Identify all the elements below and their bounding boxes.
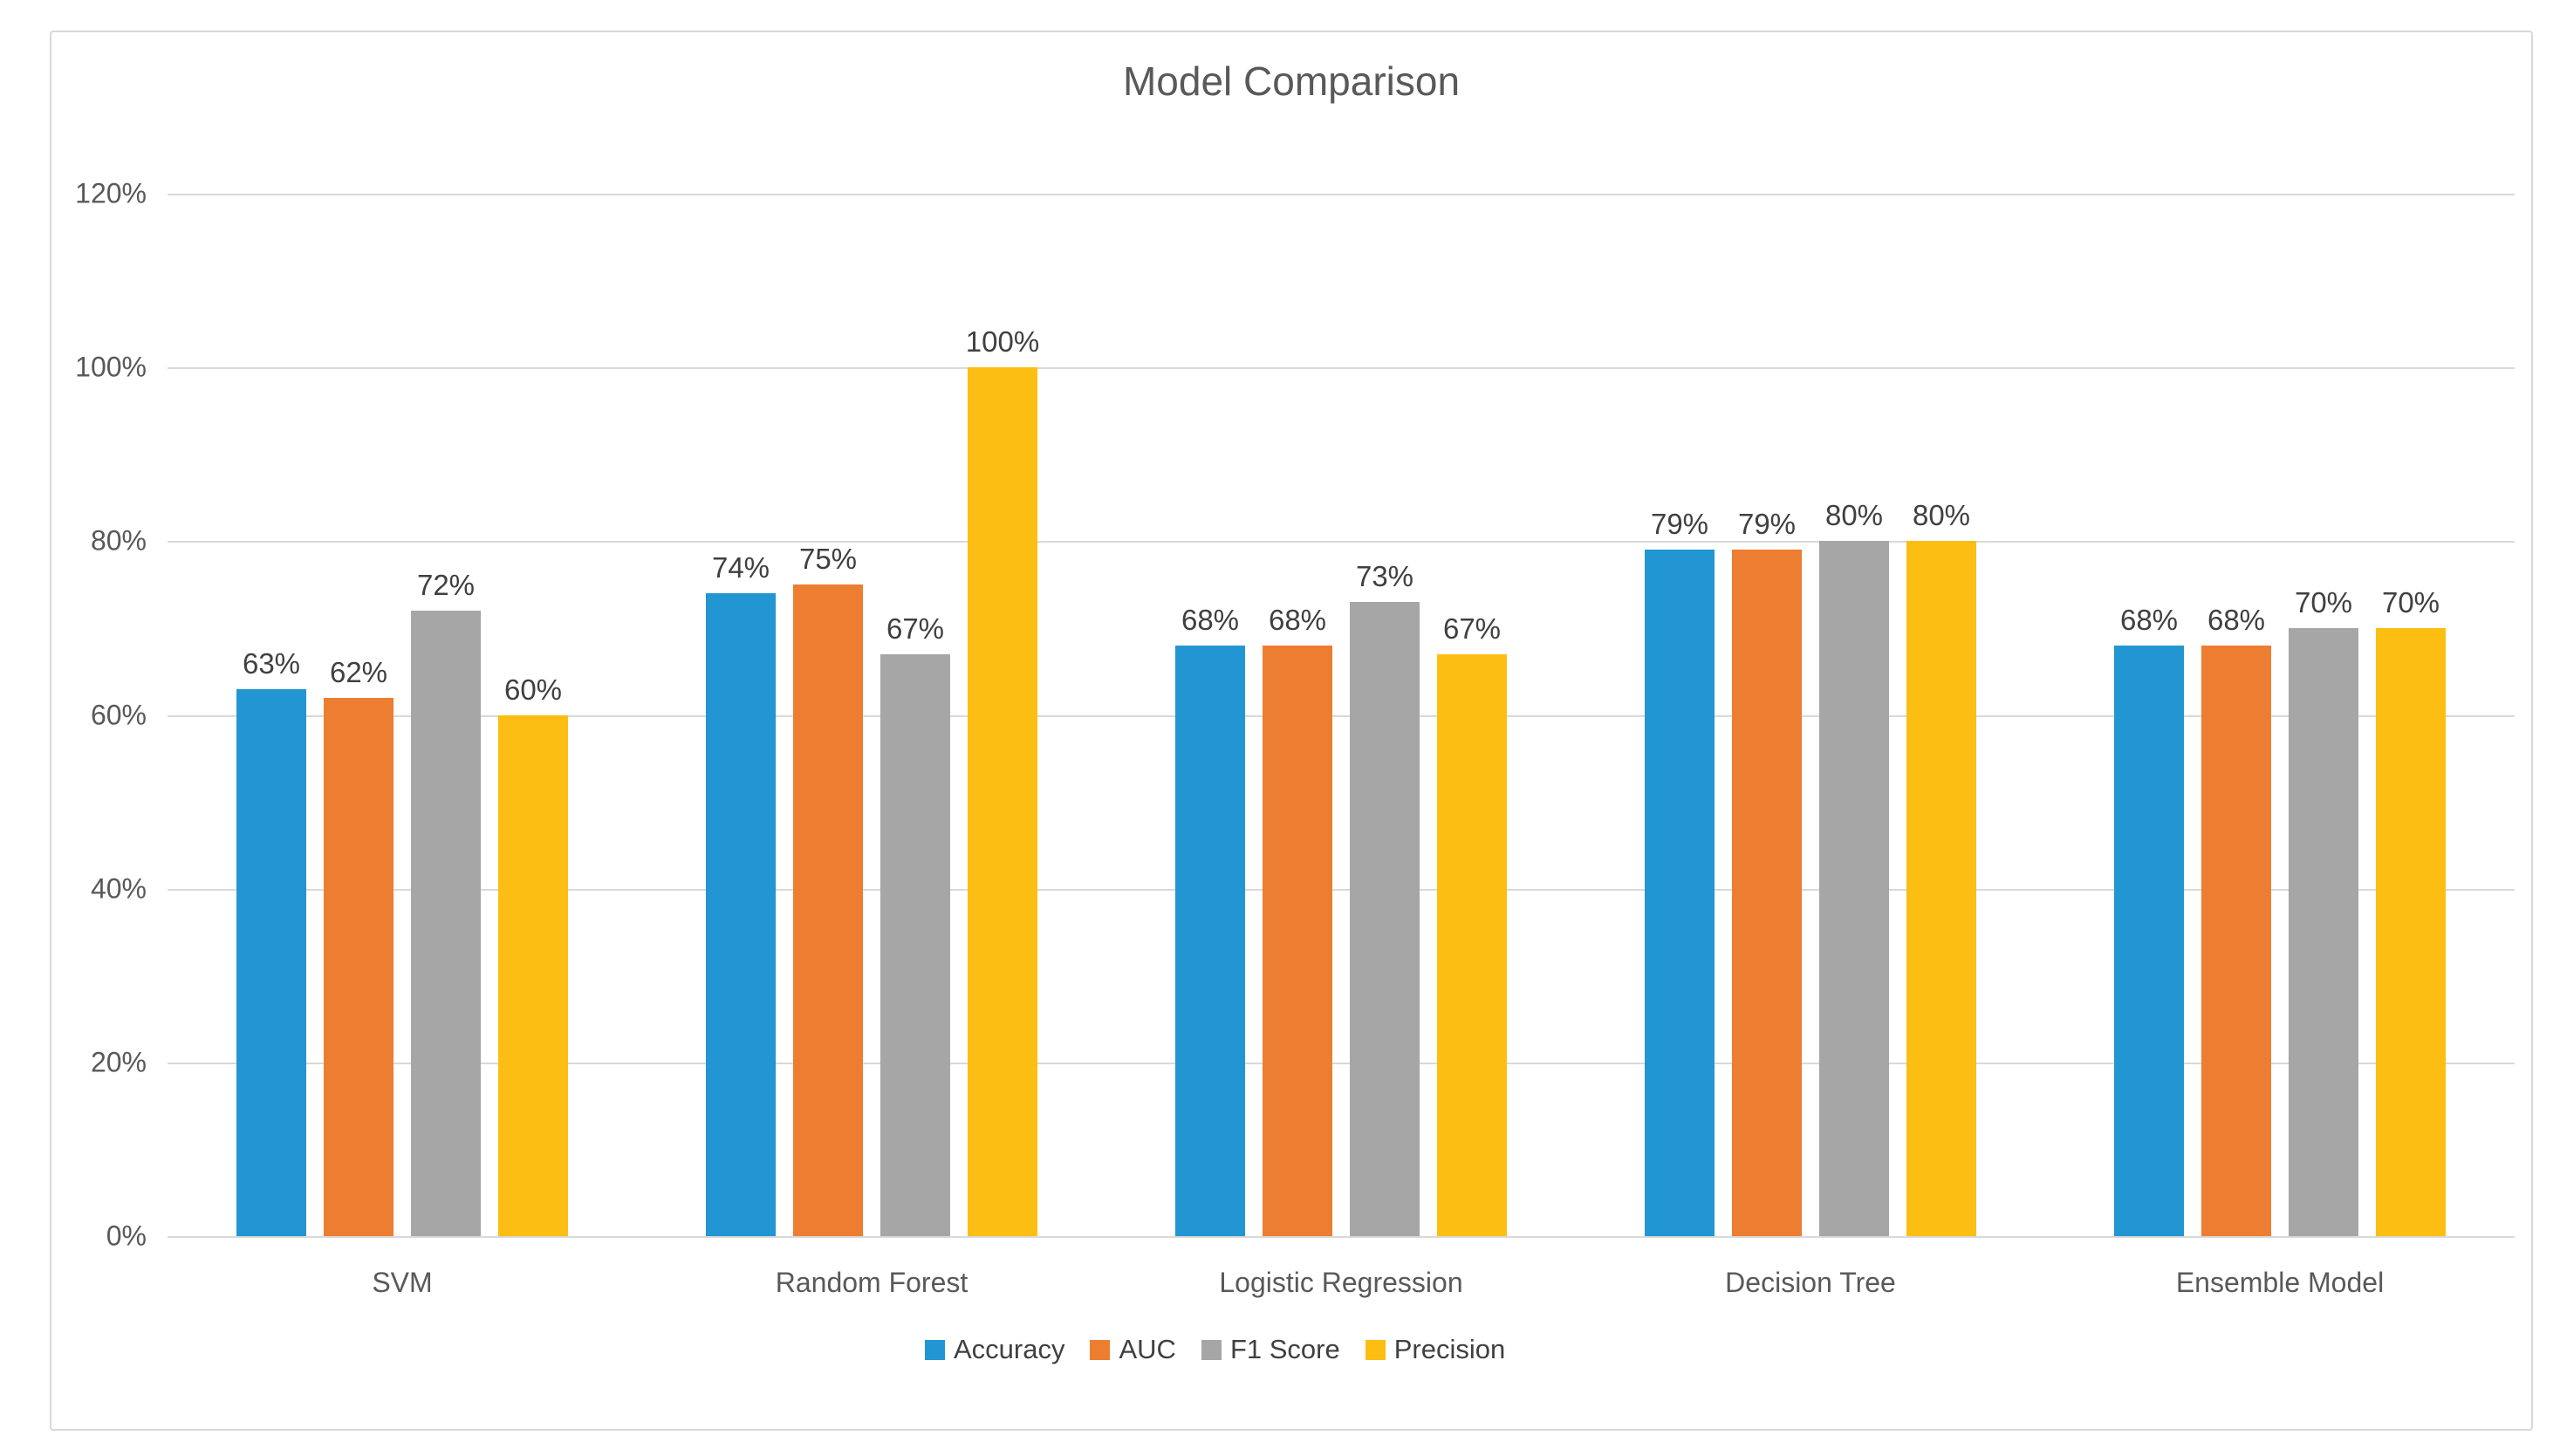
bar-groups: 63% 62% 72% 60% 74% 75% 67% 100% 68% 68% 73% 67% 79%… xyxy=(168,194,2515,1236)
bar-data-label: 68% xyxy=(1268,603,1327,636)
bar-data-label: 80% xyxy=(1912,499,1971,532)
legend-marker-icon xyxy=(1201,1339,1222,1360)
legend-label: AUC xyxy=(1119,1334,1176,1364)
bar-accuracy-ensemble-model: 68% xyxy=(2114,604,2184,1236)
y-axis-tick-label: 100% xyxy=(75,351,147,383)
bar-precision-svm: 60% xyxy=(498,673,568,1236)
bar-group-random-forest: 74% 75% 67% 100% xyxy=(637,194,1106,1236)
gridline xyxy=(168,714,2515,717)
legend-item-accuracy: Accuracy xyxy=(925,1334,1064,1365)
legend-label: Precision xyxy=(1393,1334,1506,1364)
bar-data-label: 79% xyxy=(1737,508,1797,541)
bar-data-label: 68% xyxy=(1181,603,1240,636)
legend-marker-icon xyxy=(1365,1339,1386,1360)
legend-label: Accuracy xyxy=(954,1334,1065,1364)
bar-group-ensemble-model: 68% 68% 70% 70% xyxy=(2045,194,2515,1236)
legend-marker-icon xyxy=(1090,1339,1111,1360)
bar-auc-svm: 62% xyxy=(324,656,394,1236)
x-axis-category-label: Logistic Regression xyxy=(1219,1267,1463,1298)
gridlines xyxy=(168,194,2515,1238)
bar-data-label: 79% xyxy=(1650,508,1709,541)
x-axis: SVM Random Forest Logistic Regression Decis… xyxy=(168,1267,2515,1299)
gridline xyxy=(168,367,2515,370)
bar-f1-score-svm: 72% xyxy=(411,569,481,1236)
bar-data-label: 80% xyxy=(1824,499,1884,532)
y-axis-tick-label: 120% xyxy=(75,177,147,209)
x-axis-category-label: Random Forest xyxy=(775,1267,968,1298)
gridline xyxy=(168,541,2515,543)
legend-item-auc: AUC xyxy=(1090,1334,1176,1365)
chart-container: Model Comparison 0% 20% 40% 60% 80% 100% 120% … xyxy=(50,31,2533,1431)
bar-auc-decision-tree: 79% xyxy=(1732,508,1802,1236)
chart-title: Model Comparison xyxy=(1122,58,1461,104)
x-axis-category-label: SVM xyxy=(372,1267,433,1298)
plot-area: 0% 20% 40% 60% 80% 100% 120% 63% 62% 72% 60% 74% 75… xyxy=(75,178,2515,1252)
bar-data-label: 60% xyxy=(503,673,563,706)
bar-data-label: 63% xyxy=(242,646,301,680)
y-axis-tick-label: 80% xyxy=(90,524,147,557)
bar-auc-random-forest: 75% xyxy=(793,543,863,1236)
bar-group-logistic-regression: 68% 68% 73% 67% xyxy=(1106,194,1576,1236)
bar-group-svm: 63% 62% 72% 60% xyxy=(168,194,637,1236)
bar-accuracy-logistic-regression: 68% xyxy=(1175,604,1245,1236)
legend-label: F1 Score xyxy=(1229,1334,1340,1364)
bar-f1-score-ensemble-model: 70% xyxy=(2289,586,2358,1236)
bar-data-label: 75% xyxy=(798,543,858,576)
legend-item-precision: Precision xyxy=(1365,1334,1506,1365)
bar-auc-logistic-regression: 68% xyxy=(1263,604,1332,1236)
bar-data-label: 62% xyxy=(329,655,388,688)
bar-data-label: 70% xyxy=(2294,585,2353,619)
bar-data-label: 70% xyxy=(2381,585,2440,619)
bar-accuracy-random-forest: 74% xyxy=(706,551,776,1236)
bar-precision-ensemble-model: 70% xyxy=(2376,586,2446,1236)
bar-f1-score-random-forest: 67% xyxy=(880,612,950,1236)
x-axis-category-label: Decision Tree xyxy=(1725,1267,1896,1298)
gridline xyxy=(168,888,2515,891)
bar-data-label: 67% xyxy=(1442,612,1502,645)
bar-auc-ensemble-model: 68% xyxy=(2201,604,2271,1236)
bar-data-label: 100% xyxy=(965,325,1040,359)
bar-precision-logistic-regression: 67% xyxy=(1437,612,1507,1236)
bar-f1-score-decision-tree: 80% xyxy=(1819,499,1889,1236)
y-axis-tick-label: 20% xyxy=(90,1046,147,1078)
bar-data-label: 72% xyxy=(416,569,476,601)
gridline xyxy=(168,194,2515,195)
bar-f1-score-logistic-regression: 73% xyxy=(1350,560,1420,1236)
y-axis-tick-label: 0% xyxy=(106,1220,147,1252)
x-axis-category-label: Ensemble Model xyxy=(2175,1267,2385,1298)
bar-precision-decision-tree: 80% xyxy=(1906,499,1976,1236)
y-axis-tick-label: 40% xyxy=(90,872,147,905)
bar-accuracy-svm: 63% xyxy=(236,647,306,1236)
legend-marker-icon xyxy=(925,1339,945,1360)
bar-data-label: 67% xyxy=(886,612,945,645)
bar-data-label: 73% xyxy=(1355,560,1414,593)
bar-data-label: 68% xyxy=(2207,603,2266,636)
y-axis-tick-label: 60% xyxy=(90,699,147,730)
gridline xyxy=(168,1236,2515,1238)
bar-data-label: 68% xyxy=(2119,603,2179,636)
bar-data-label: 74% xyxy=(711,551,770,584)
bar-group-decision-tree: 79% 79% 80% 80% xyxy=(1576,194,2045,1236)
gridline xyxy=(168,1062,2515,1064)
legend-item-f1-score: F1 Score xyxy=(1201,1334,1340,1365)
bar-precision-random-forest: 100% xyxy=(966,325,1039,1236)
legend: Accuracy AUC F1 Score Precision xyxy=(925,1334,1505,1365)
bar-accuracy-decision-tree: 79% xyxy=(1645,508,1715,1236)
